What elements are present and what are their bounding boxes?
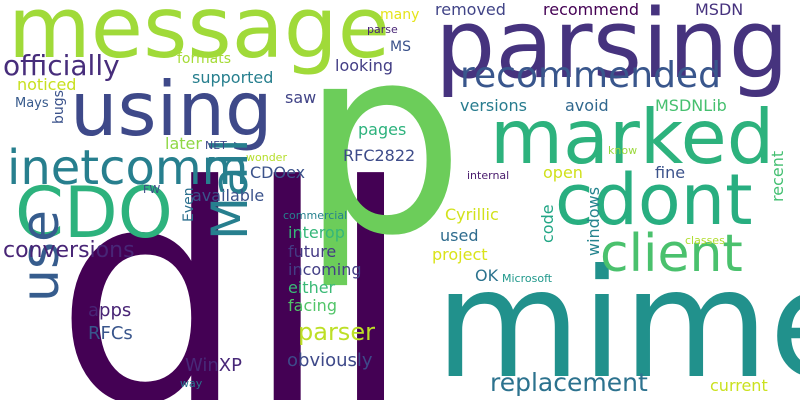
word-project: project [432, 245, 488, 264]
word-OK: OK [475, 266, 499, 285]
word-parsing: parsing [435, 0, 789, 100]
word-FW: FW [143, 183, 161, 196]
word-cdont: cdont [555, 159, 753, 241]
word-windows: windows [584, 186, 603, 256]
word-used: used [440, 226, 479, 245]
word-removed: removed [435, 0, 506, 19]
word-internal: internal [467, 169, 510, 182]
word-noticed: noticed [17, 75, 77, 94]
word-apps: apps [88, 300, 132, 321]
word-classes: classes [685, 234, 725, 247]
word-formats: formats [177, 51, 232, 67]
word-MSDNLib: MSDNLib [655, 96, 727, 115]
word-Mays: Mays [15, 96, 49, 111]
word-obviously: obviously [287, 350, 373, 371]
word-MS: MS [390, 39, 411, 55]
word-recent: recent [768, 150, 787, 202]
word-officially: officially [3, 49, 120, 82]
word-wonder: wonder [246, 151, 287, 164]
word-looking: looking [335, 56, 394, 75]
word-commercial: commercial [283, 209, 348, 222]
word-replacement: replacement [490, 368, 648, 397]
word-pages: pages [358, 120, 407, 139]
word-interop: interop [288, 223, 345, 242]
word-facing: facing [288, 296, 337, 315]
word-inetcomm: inetcomm [7, 140, 249, 196]
word-open: open [543, 163, 583, 182]
word-way: way [180, 377, 203, 390]
word-supported: supported [192, 68, 274, 87]
word-MSDN: MSDN [695, 0, 744, 19]
word-saw: saw [285, 88, 317, 107]
word-recommended: recommended [460, 55, 721, 96]
word-WinXP: WinXP [185, 355, 242, 376]
word-code: code [538, 204, 557, 243]
word-dll: dll [55, 122, 413, 400]
word-CDOex: CDOex [250, 163, 306, 182]
word-incoming: incoming [288, 260, 362, 279]
word-bugs: bugs [51, 90, 67, 124]
word-know: know [608, 144, 638, 157]
word-parse: parse [367, 23, 398, 36]
word-p: p [300, 0, 466, 293]
word-NET: NET [205, 139, 227, 152]
word-either: either [288, 278, 336, 297]
word-RFC2822: RFC2822 [343, 146, 416, 165]
word-avoid: avoid [565, 96, 609, 115]
word-CDO: CDO [15, 172, 173, 254]
word-using: using [70, 65, 273, 153]
word-current: current [710, 376, 768, 395]
word-fine: fine [655, 163, 686, 182]
word-many: many [380, 7, 420, 23]
word-Cyrillic: Cyrillic [445, 205, 499, 224]
word-client: client [600, 224, 743, 284]
word-RFCs: RFCs [88, 323, 133, 344]
word-Even: Even [181, 187, 197, 222]
word-Microsoft: Microsoft [502, 272, 553, 285]
word-conversions: conversions [3, 238, 135, 263]
word-later: later [165, 134, 202, 153]
word-future: future [288, 242, 337, 261]
word-available: available [192, 186, 265, 205]
word-recommend: recommend [543, 0, 639, 19]
word-message: message [8, 0, 391, 78]
word-marked: marked [490, 93, 775, 181]
word-versions: versions [460, 96, 527, 115]
word-parser: parser [298, 318, 375, 346]
word-mime: mime [435, 238, 800, 400]
